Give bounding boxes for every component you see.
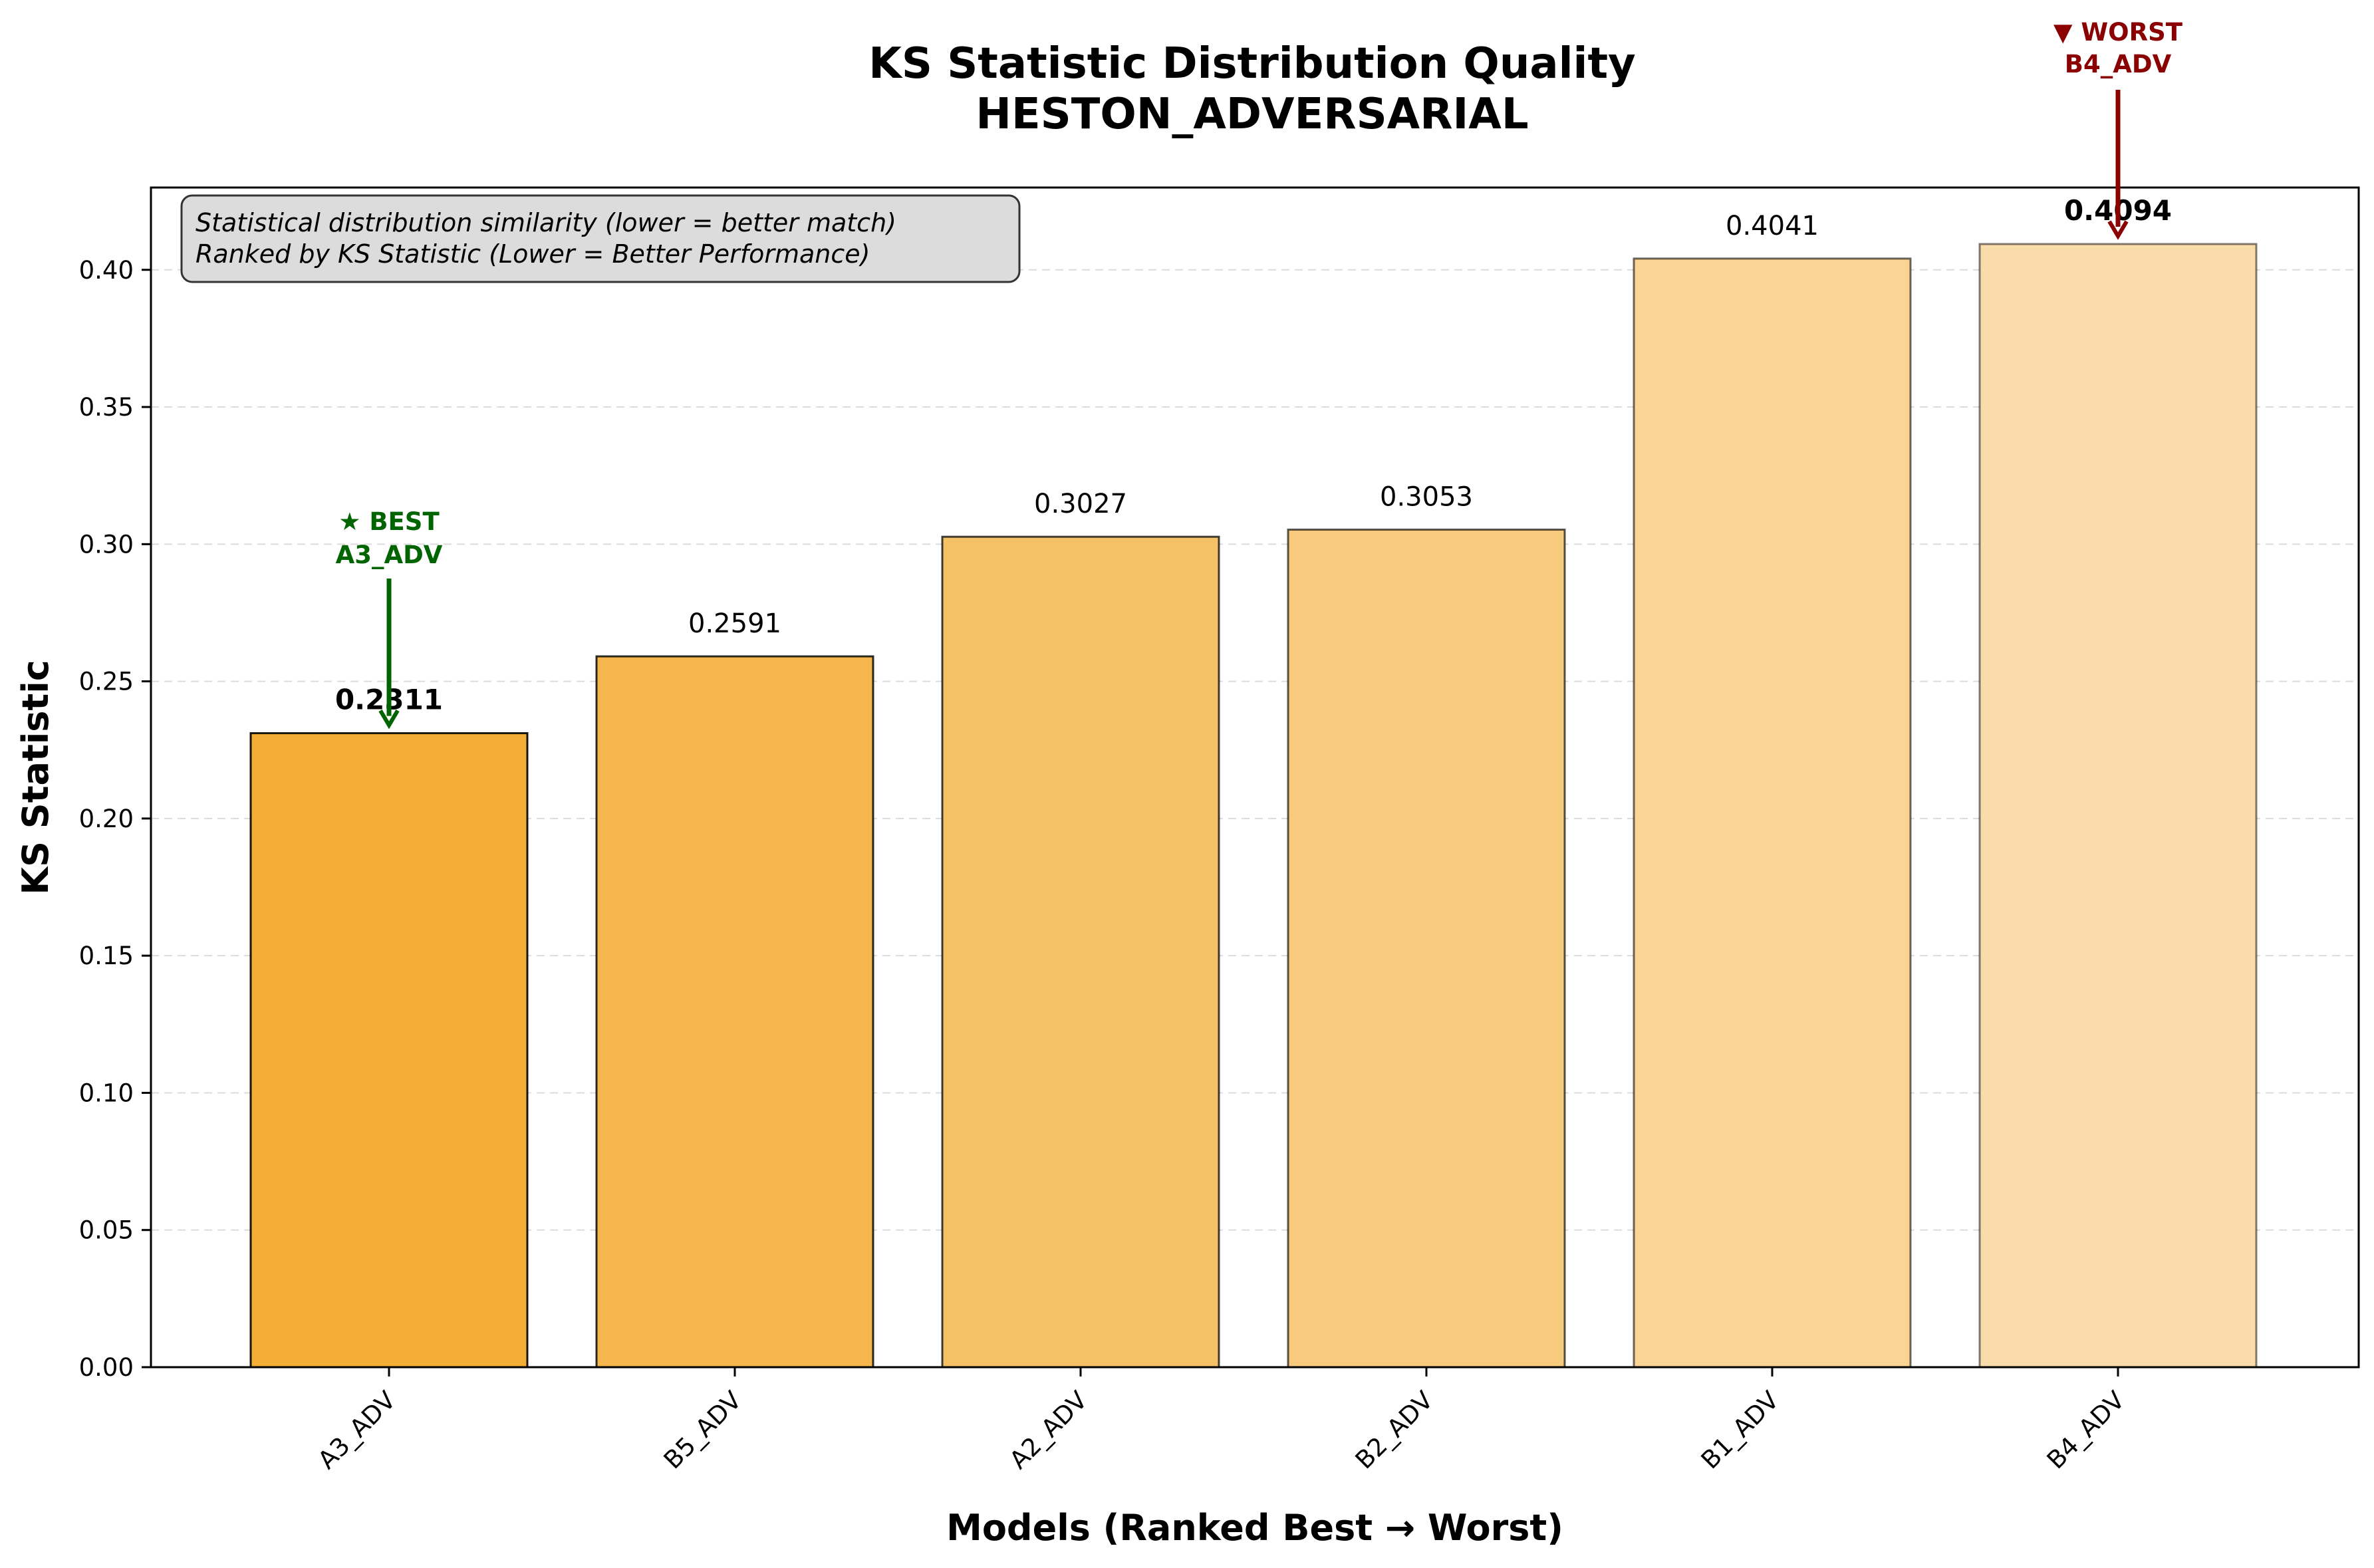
value-label: 0.4041 (1726, 211, 1819, 241)
bar-b2-adv (1287, 528, 1566, 1369)
annotation-box-background (180, 194, 1021, 283)
chart-subtitle: HESTON_ADVERSARIAL (976, 90, 1528, 139)
value-label: 0.2591 (688, 608, 781, 639)
y-tick-label: 0.35 (79, 393, 134, 422)
x-tick-label: B1_ADV (1696, 1386, 1785, 1475)
x-tick-label: B4_ADV (2042, 1386, 2131, 1475)
y-tick-label: 0.20 (79, 805, 134, 833)
worst-callout-arrowhead (2107, 220, 2129, 240)
plot-frame (150, 186, 2360, 1369)
bars (249, 243, 2258, 1369)
x-tick-label: B2_ADV (1350, 1386, 1439, 1475)
y-tick-label: 0.10 (79, 1079, 134, 1107)
y-tick-label: 0.15 (79, 942, 134, 970)
value-label: 0.3053 (1380, 481, 1473, 512)
y-tick-label: 0.25 (79, 668, 134, 696)
best-callout-arrowhead (378, 710, 400, 729)
bar-b5-adv (595, 655, 874, 1369)
y-tick-label: 0.00 (79, 1353, 134, 1382)
y-tick-label: 0.05 (79, 1216, 134, 1245)
worst-callout-label: ▼ WORST (2053, 18, 2183, 47)
x-tick-label: A2_ADV (1004, 1386, 1093, 1475)
best-callout-label: ★ BEST (338, 507, 440, 536)
annotation-line-1: Statistical distribution similarity (low… (196, 208, 896, 237)
best-callout-model-label: A3_ADV (336, 541, 443, 569)
y-axis-ticks: 0.00 0.05 0.10 0.15 0.20 0.25 0.30 0.35 0.40 (79, 256, 151, 1382)
y-tick-label: 0.30 (79, 530, 134, 559)
annotation-line-2: Ranked by KS Statistic (Lower = Better P… (196, 239, 870, 269)
x-axis-label: Models (Ranked Best → Worst) (946, 1507, 1563, 1549)
x-axis-ticks: A3_ADV B5_ADV A2_ADV B2_ADV B1_ADV B4_ADV (313, 1367, 2131, 1475)
bar-a3-adv (249, 732, 529, 1369)
x-tick-label: B5_ADV (658, 1386, 747, 1475)
y-axis-label: KS Statistic (15, 660, 57, 894)
bar-a2-adv (941, 535, 1220, 1369)
bar-b1-adv (1633, 257, 1912, 1369)
worst-callout-model-label: B4_ADV (2065, 50, 2172, 78)
best-worst-callouts: ★ BEST A3_ADV ▼ WORST B4_ADV (336, 18, 2183, 729)
y-tick-label: 0.40 (79, 256, 134, 285)
chart-title: KS Statistic Distribution Quality (868, 39, 1636, 88)
annotation-box: Statistical distribution similarity (low… (180, 194, 1021, 283)
bar-b4-adv (1978, 243, 2258, 1369)
x-tick-label: A3_ADV (313, 1386, 402, 1475)
value-label: 0.3027 (1034, 489, 1127, 519)
